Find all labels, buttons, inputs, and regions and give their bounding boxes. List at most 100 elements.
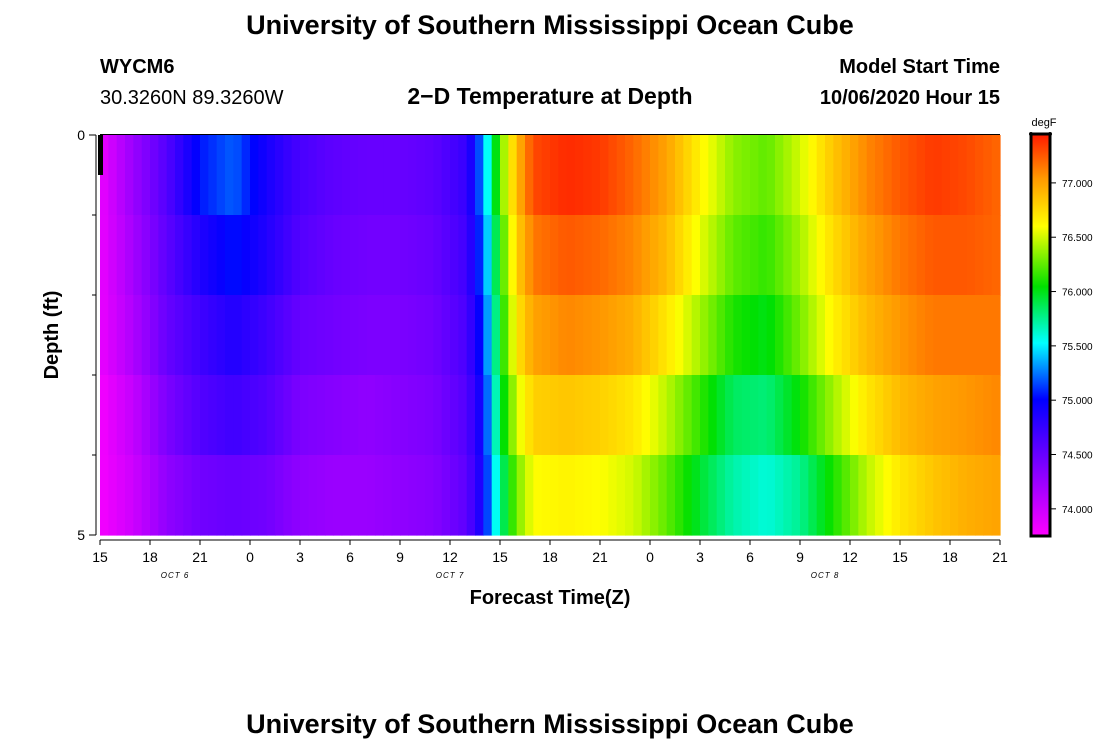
- heatmap-cell: [975, 215, 984, 296]
- x-tick-label: 3: [296, 549, 304, 565]
- x-tick-label: 21: [192, 549, 208, 565]
- heatmap-cell: [716, 375, 726, 456]
- heatmap-cell: [925, 375, 934, 456]
- heatmap-cell: [883, 215, 893, 296]
- heatmap-cell: [608, 135, 618, 216]
- heatmap-cell: [108, 135, 118, 216]
- heatmap-cell: [758, 135, 768, 216]
- heatmap-cell: [291, 215, 301, 296]
- heatmap-cell: [433, 455, 443, 536]
- heatmap-cell: [366, 295, 376, 376]
- x-tick-label: 0: [246, 549, 254, 565]
- heatmap-cell: [983, 375, 993, 456]
- heatmap-cell: [791, 215, 801, 296]
- heatmap-cell: [325, 135, 334, 216]
- heatmap-cell: [750, 215, 759, 296]
- heatmap-cell: [541, 215, 551, 296]
- heatmap-cell: [500, 135, 509, 216]
- heatmap-cell: [616, 135, 626, 216]
- heatmap-cell: [966, 215, 976, 296]
- heatmap-cell: [441, 295, 451, 376]
- x-tick-label: 15: [892, 549, 908, 565]
- heatmap-cell: [775, 295, 784, 376]
- heatmap-cell: [325, 375, 334, 456]
- heatmap-cell: [383, 215, 393, 296]
- heatmap-cell: [316, 135, 326, 216]
- heatmap-cell: [800, 215, 809, 296]
- heatmap-cell: [283, 295, 293, 376]
- x-axis-label: Forecast Time(Z): [470, 587, 631, 609]
- heatmap-cell: [416, 295, 426, 376]
- heatmap-cell: [941, 215, 951, 296]
- heatmap-cell: [833, 295, 843, 376]
- heatmap-cell: [491, 215, 501, 296]
- heatmap-cell: [308, 375, 318, 456]
- heatmap-cell: [200, 295, 209, 376]
- heatmap-cell: [141, 455, 151, 536]
- heatmap-cell: [775, 215, 784, 296]
- heatmap-cell: [400, 135, 409, 216]
- heatmap-cell: [300, 135, 309, 216]
- heatmap-cell: [616, 295, 626, 376]
- heatmap-cell: [191, 135, 201, 216]
- heatmap-cell: [625, 135, 634, 216]
- x-tick-label: 18: [142, 549, 158, 565]
- heatmap-cell: [791, 455, 801, 536]
- heatmap-cell: [225, 215, 234, 296]
- heatmap-cell: [900, 375, 909, 456]
- heatmap-cell: [950, 135, 959, 216]
- heatmap-cell: [100, 375, 109, 456]
- heatmap-cell: [391, 455, 401, 536]
- heatmap-cell: [916, 375, 926, 456]
- heatmap-cell: [933, 135, 943, 216]
- heatmap-cell: [900, 135, 909, 216]
- heatmap-cell: [241, 215, 251, 296]
- heatmap-cell: [233, 215, 243, 296]
- heatmap-cell: [208, 375, 218, 456]
- heatmap-cell: [891, 455, 901, 536]
- heatmap-cell: [908, 295, 918, 376]
- colorbar-tick-label: 74.000: [1062, 505, 1093, 516]
- station-id: WYCM6: [100, 56, 175, 78]
- heatmap-cell: [700, 375, 709, 456]
- heatmap-cell: [833, 455, 843, 536]
- heatmap-cell: [675, 135, 684, 216]
- x-tick-label: 9: [396, 549, 404, 565]
- heatmap-cell: [250, 135, 259, 216]
- heatmap-cell: [541, 135, 551, 216]
- heatmap-cell: [766, 295, 776, 376]
- heatmap-cell: [175, 455, 184, 536]
- heatmap-cell: [425, 455, 434, 536]
- heatmap-cell: [225, 135, 234, 216]
- heatmap-cell: [375, 375, 384, 456]
- heatmap-cell: [658, 295, 668, 376]
- heatmap-cell: [566, 295, 576, 376]
- heatmap-cell: [150, 375, 159, 456]
- heatmap-cell: [733, 295, 743, 376]
- heatmap-cell: [416, 455, 426, 536]
- heatmap-cell: [883, 455, 893, 536]
- heatmap-cell: [850, 215, 859, 296]
- heatmap-cell: [916, 135, 926, 216]
- heatmap-cell: [816, 455, 826, 536]
- heatmap-cell: [175, 295, 184, 376]
- heatmap-cell: [233, 295, 243, 376]
- heatmap-cell: [691, 215, 701, 296]
- heatmap-cell: [633, 215, 643, 296]
- heatmap-cell: [516, 215, 526, 296]
- heatmap-cell: [875, 215, 884, 296]
- heatmap-cell: [783, 375, 793, 456]
- heatmap-cell: [291, 295, 301, 376]
- heatmap-cell: [933, 375, 943, 456]
- heatmap-cell: [466, 295, 476, 376]
- heatmap-cell: [358, 375, 368, 456]
- colorbar-tick-label: 74.500: [1062, 451, 1093, 462]
- heatmap-cell: [108, 375, 118, 456]
- heatmap-cell: [216, 295, 226, 376]
- colorbar-tick-label: 75.000: [1062, 396, 1093, 407]
- heatmap-cell: [308, 455, 318, 536]
- heatmap-cell: [250, 295, 259, 376]
- heatmap-cell: [258, 455, 268, 536]
- heatmap-cell: [208, 135, 218, 216]
- heatmap-cell: [958, 215, 968, 296]
